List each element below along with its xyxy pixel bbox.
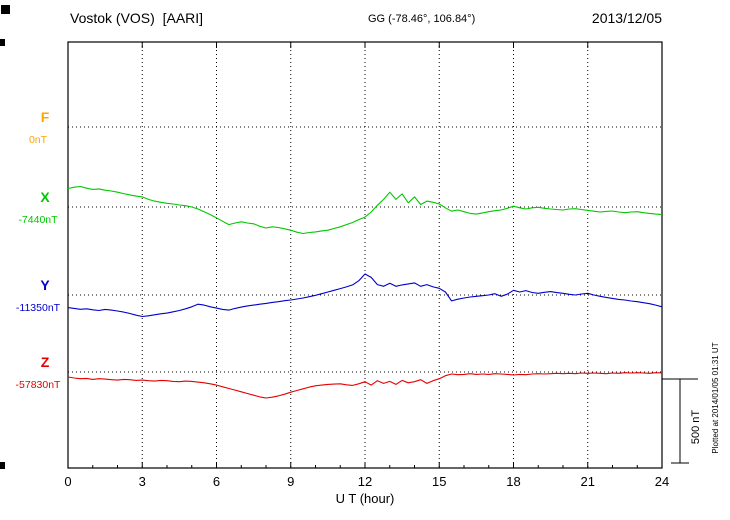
component-baseline-X: -7440nT — [18, 214, 58, 226]
x-tick-label: 3 — [139, 474, 146, 489]
x-tick-label: 6 — [213, 474, 220, 489]
x-tick-label: 18 — [506, 474, 520, 489]
x-trace — [67, 185, 663, 235]
geo-coordinates: GG (-78.46°, 106.84°) — [368, 13, 476, 25]
component-label-F: F — [41, 109, 50, 125]
station-title: Vostok (VOS) [AARI] — [70, 10, 204, 26]
component-baseline-Y: -11350nT — [16, 302, 61, 314]
component-label-Z: Z — [41, 354, 50, 370]
x-tick-label: 12 — [358, 474, 372, 489]
component-label-Y: Y — [40, 277, 50, 293]
corner-mark — [1, 5, 10, 14]
y-trace — [67, 273, 663, 318]
x-tick-label: 9 — [287, 474, 294, 489]
x-axis-title: U T (hour) — [335, 491, 395, 506]
z-trace — [67, 372, 663, 399]
x-tick-label: 15 — [432, 474, 446, 489]
x-tick-label: 24 — [655, 474, 669, 489]
component-baseline-F: 0nT — [29, 134, 48, 146]
component-baseline-Z: -57830nT — [16, 379, 62, 391]
edge-mark — [0, 39, 5, 46]
x-tick-label: 0 — [64, 474, 71, 489]
scale-bar-label: 500 nT — [690, 409, 702, 445]
plotted-timestamp-note: Plotted at 2014/01/05 01:31 UT — [711, 342, 720, 454]
edge-mark — [0, 462, 5, 469]
plot-date: 2013/12/05 — [591, 10, 662, 26]
x-tick-label: 21 — [581, 474, 595, 489]
component-label-X: X — [40, 189, 50, 205]
